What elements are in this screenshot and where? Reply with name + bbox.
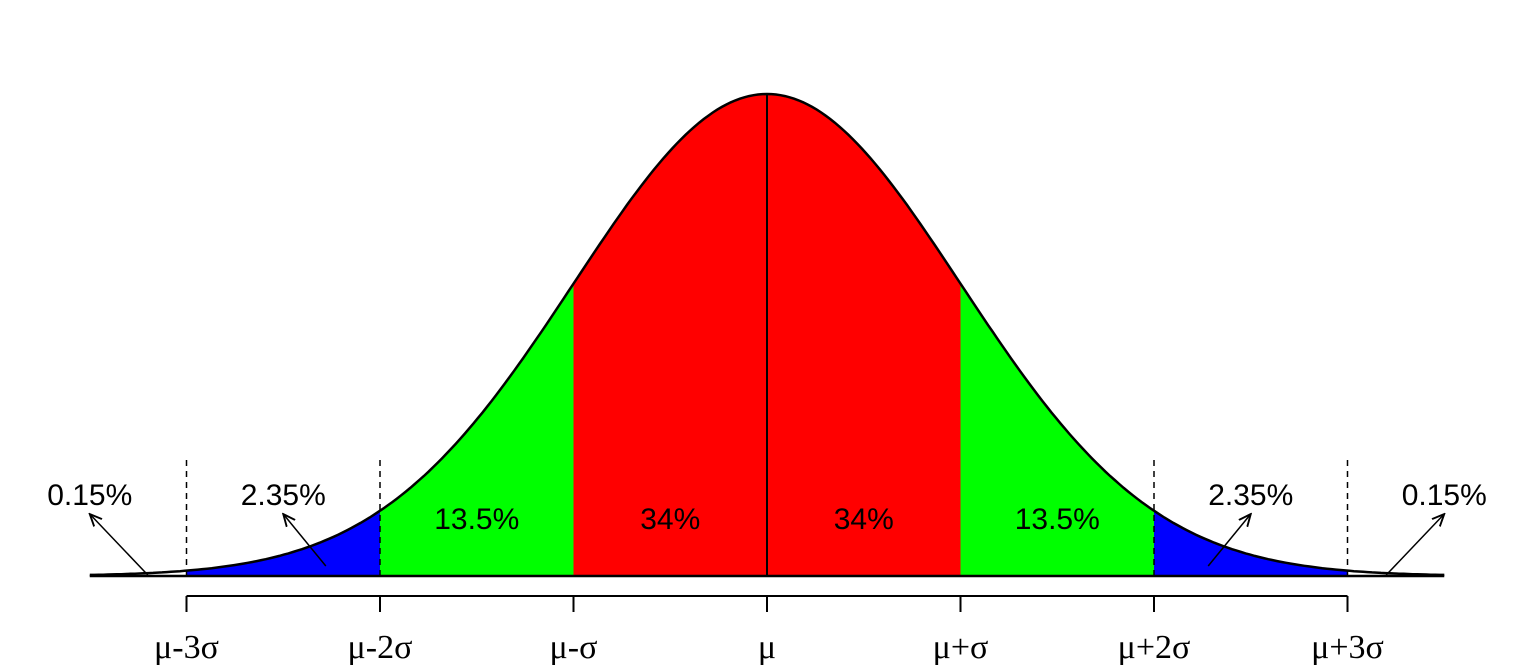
region-label-1: 34% — [640, 503, 700, 536]
tail-label-0: 2.35% — [241, 479, 326, 512]
tick-label-6: μ+3σ — [1311, 629, 1384, 666]
region-label-2: 34% — [834, 503, 894, 536]
tick-label-2: μ-σ — [550, 629, 598, 666]
tail-arrow-1 — [1207, 514, 1251, 567]
region-fill-5 — [1154, 510, 1348, 576]
tail-arrow-0 — [283, 514, 327, 567]
outer-tail-label-0: 0.15% — [47, 479, 132, 512]
region-label-0: 13.5% — [434, 503, 519, 536]
tick-label-0: μ-3σ — [154, 629, 219, 666]
tick-label-5: μ+2σ — [1118, 629, 1191, 666]
region-fill-4 — [186, 510, 380, 576]
x-axis: μ-3σ μ-2σ μ-σ μ μ+σ μ+2σ μ+3σ — [154, 595, 1384, 666]
outer-tail-label-1: 0.15% — [1402, 479, 1487, 512]
outer-tail-arrow-0 — [90, 514, 149, 576]
tick-label-1: μ-2σ — [348, 629, 413, 666]
curve-and-markers — [89, 92, 1445, 578]
percentage-labels: 13.5% 34% 34% 13.5% 2.35% 2.35% 0.15% 0.15% — [47, 479, 1487, 576]
tail-label-1: 2.35% — [1208, 479, 1293, 512]
tick-label-4: μ+σ — [933, 629, 989, 666]
region-fill-2 — [767, 94, 961, 576]
region-label-3: 13.5% — [1015, 503, 1100, 536]
region-fill-1 — [573, 94, 767, 576]
outer-tail-arrow-1 — [1385, 514, 1444, 576]
tick-label-3: μ — [758, 629, 776, 666]
